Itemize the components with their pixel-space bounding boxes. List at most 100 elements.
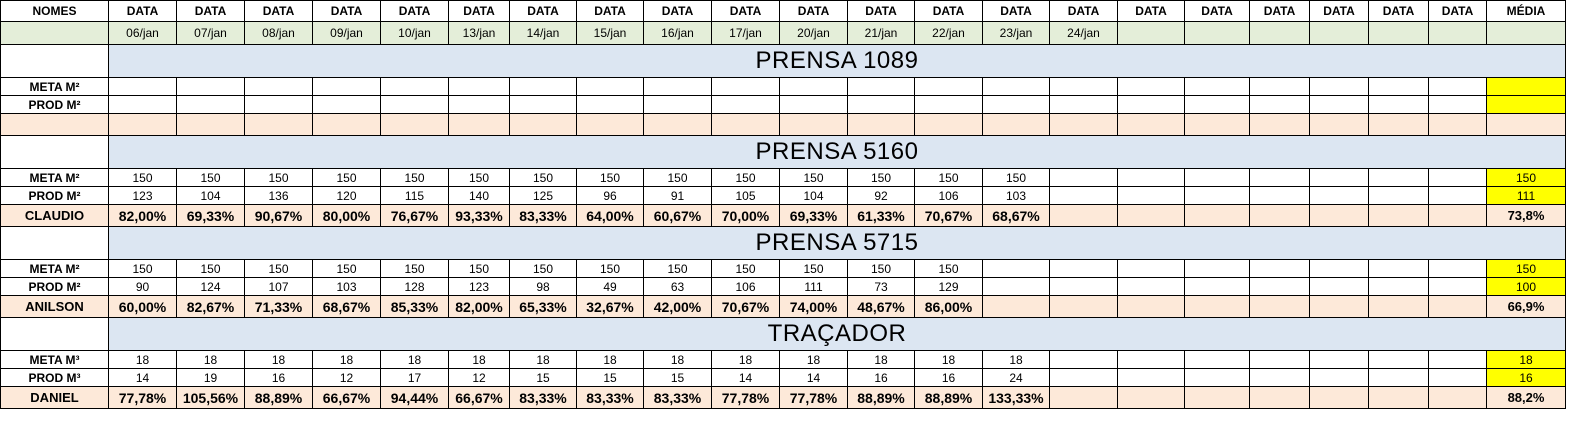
- percent-value[interactable]: [1368, 113, 1429, 136]
- meta-value[interactable]: [1249, 77, 1310, 96]
- prod-value[interactable]: [1117, 368, 1185, 387]
- meta-value[interactable]: [1117, 168, 1185, 187]
- percent-value[interactable]: 68,67%: [312, 295, 381, 318]
- date-cell[interactable]: [1309, 21, 1369, 45]
- prod-value[interactable]: [1249, 186, 1310, 205]
- meta-value[interactable]: 18: [711, 350, 780, 369]
- prod-value[interactable]: [1184, 368, 1250, 387]
- meta-value[interactable]: [448, 77, 510, 96]
- percent-value[interactable]: 76,67%: [380, 204, 449, 227]
- percent-value[interactable]: [1184, 386, 1250, 409]
- meta-value[interactable]: 150: [312, 259, 381, 278]
- section-title[interactable]: PRENSA 5160: [108, 135, 1566, 169]
- prod-value[interactable]: 49: [576, 277, 644, 296]
- meta-value[interactable]: 150: [576, 259, 644, 278]
- date-header[interactable]: DATA: [914, 0, 983, 22]
- percent-value[interactable]: [1368, 295, 1429, 318]
- section-title[interactable]: TRAÇADOR: [108, 317, 1566, 351]
- meta-value[interactable]: [576, 77, 644, 96]
- prod-value[interactable]: 140: [448, 186, 510, 205]
- date-cell[interactable]: 22/jan: [914, 21, 983, 45]
- date-header[interactable]: DATA: [448, 0, 510, 22]
- date-cell[interactable]: 07/jan: [176, 21, 245, 45]
- prod-value[interactable]: 104: [176, 186, 245, 205]
- prod-value[interactable]: 96: [576, 186, 644, 205]
- date-header[interactable]: DATA: [509, 0, 577, 22]
- percent-value[interactable]: 80,00%: [312, 204, 381, 227]
- meta-value[interactable]: 150: [176, 259, 245, 278]
- meta-value[interactable]: 150: [380, 259, 449, 278]
- prod-value[interactable]: 14: [108, 368, 177, 387]
- prod-value[interactable]: 124: [176, 277, 245, 296]
- percent-value[interactable]: [1049, 204, 1118, 227]
- percent-value[interactable]: [176, 113, 245, 136]
- dates-average-cell[interactable]: [1486, 21, 1566, 45]
- meta-label[interactable]: META M²: [0, 77, 109, 96]
- percent-value[interactable]: [1428, 113, 1487, 136]
- meta-value[interactable]: [914, 77, 983, 96]
- date-header[interactable]: DATA: [576, 0, 644, 22]
- percent-value[interactable]: [982, 113, 1050, 136]
- prod-value[interactable]: 14: [711, 368, 780, 387]
- prod-value[interactable]: [312, 95, 381, 114]
- meta-value[interactable]: 150: [643, 168, 712, 187]
- percent-value[interactable]: 88,89%: [244, 386, 313, 409]
- date-cell[interactable]: [1368, 21, 1429, 45]
- meta-value[interactable]: 18: [244, 350, 313, 369]
- percent-value[interactable]: 94,44%: [380, 386, 449, 409]
- percent-value[interactable]: [312, 113, 381, 136]
- prod-value[interactable]: 106: [711, 277, 780, 296]
- prod-value[interactable]: [1184, 277, 1250, 296]
- percent-value[interactable]: 32,67%: [576, 295, 644, 318]
- prod-value[interactable]: 103: [982, 186, 1050, 205]
- meta-value[interactable]: [244, 77, 313, 96]
- percent-value[interactable]: [1117, 113, 1185, 136]
- percent-value[interactable]: 86,00%: [914, 295, 983, 318]
- meta-value[interactable]: 150: [914, 168, 983, 187]
- prod-value[interactable]: [1428, 95, 1487, 114]
- prod-value[interactable]: 92: [847, 186, 915, 205]
- prod-average[interactable]: 16: [1486, 368, 1566, 387]
- percent-average[interactable]: 66,9%: [1486, 295, 1566, 318]
- percent-value[interactable]: 65,33%: [509, 295, 577, 318]
- percent-value[interactable]: [1309, 204, 1369, 227]
- meta-value[interactable]: 18: [914, 350, 983, 369]
- percent-value[interactable]: [1249, 295, 1310, 318]
- meta-value[interactable]: 150: [847, 259, 915, 278]
- prod-value[interactable]: [1309, 95, 1369, 114]
- date-cell[interactable]: [1428, 21, 1487, 45]
- percent-value[interactable]: [914, 113, 983, 136]
- date-header[interactable]: DATA: [312, 0, 381, 22]
- percent-value[interactable]: 77,78%: [108, 386, 177, 409]
- percent-value[interactable]: [711, 113, 780, 136]
- prod-value[interactable]: [1049, 186, 1118, 205]
- percent-value[interactable]: [1117, 204, 1185, 227]
- meta-value[interactable]: 150: [176, 168, 245, 187]
- prod-value[interactable]: 129: [914, 277, 983, 296]
- prod-value[interactable]: [847, 95, 915, 114]
- meta-value[interactable]: [982, 77, 1050, 96]
- meta-label[interactable]: META M²: [0, 259, 109, 278]
- date-header[interactable]: DATA: [982, 0, 1050, 22]
- prod-value[interactable]: [108, 95, 177, 114]
- percent-average[interactable]: 88,2%: [1486, 386, 1566, 409]
- meta-value[interactable]: [1309, 168, 1369, 187]
- percent-value[interactable]: 69,33%: [779, 204, 848, 227]
- meta-value[interactable]: [1368, 77, 1429, 96]
- percent-value[interactable]: 93,33%: [448, 204, 510, 227]
- meta-value[interactable]: [1049, 259, 1118, 278]
- prod-value[interactable]: [1309, 368, 1369, 387]
- prod-value[interactable]: 63: [643, 277, 712, 296]
- percent-value[interactable]: [448, 113, 510, 136]
- prod-value[interactable]: 128: [380, 277, 449, 296]
- percent-value[interactable]: [1428, 295, 1487, 318]
- meta-average[interactable]: 150: [1486, 259, 1566, 278]
- percent-value[interactable]: 70,00%: [711, 204, 780, 227]
- percent-value[interactable]: [1117, 295, 1185, 318]
- prod-value[interactable]: [1309, 186, 1369, 205]
- meta-value[interactable]: [108, 77, 177, 96]
- prod-value[interactable]: [1368, 368, 1429, 387]
- prod-value[interactable]: [244, 95, 313, 114]
- date-header[interactable]: DATA: [711, 0, 780, 22]
- prod-value[interactable]: 105: [711, 186, 780, 205]
